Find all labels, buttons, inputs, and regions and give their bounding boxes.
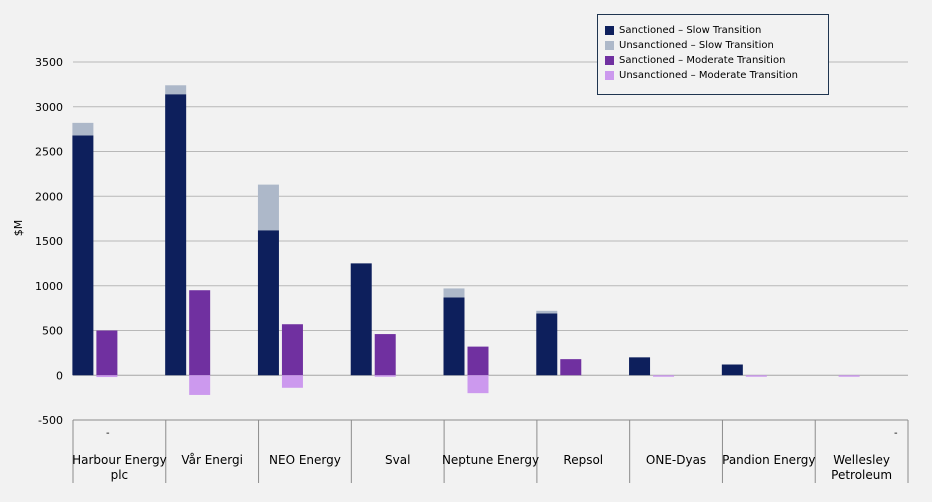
bar [165, 85, 187, 95]
legend-label: Unsanctioned – Slow Transition [619, 40, 774, 51]
x-category-label-line: Pandion Energy [722, 453, 815, 467]
x-category-label-line: Harbour Energy [72, 453, 167, 467]
y-tick-label: 500 [42, 325, 63, 338]
legend-item: Unsanctioned – Moderate Transition [605, 68, 828, 83]
y-tick-label: 0 [56, 369, 63, 382]
y-tick-label: 3000 [35, 101, 63, 114]
x-category-label: ONE-Dyas [646, 453, 706, 467]
y-tick-label: -500 [38, 414, 63, 427]
bar [165, 94, 187, 376]
legend-item: Sanctioned – Slow Transition [605, 23, 828, 38]
stray-dash-mark: - [894, 428, 898, 439]
x-category-label-line: Repsol [563, 453, 603, 467]
bar [281, 375, 303, 388]
bar [629, 357, 651, 376]
legend-label: Sanctioned – Moderate Transition [619, 55, 786, 66]
bar [536, 313, 558, 376]
legend-label: Unsanctioned – Moderate Transition [619, 70, 798, 81]
y-tick-label: 1000 [35, 280, 63, 293]
y-tick-label: 3500 [35, 56, 63, 69]
bar [443, 297, 465, 376]
bar [72, 135, 94, 376]
bar [257, 230, 279, 376]
y-axis-tick-labels: 3500 3000 2500 2000 1500 1000 500 0 -500 [35, 56, 63, 427]
x-category-label: Sval [385, 453, 410, 467]
bars [72, 85, 860, 395]
legend-swatch [605, 26, 614, 35]
x-category-label: Wellesley Petroleum [831, 453, 892, 482]
gridlines [73, 61, 908, 376]
x-category-label: NEO Energy [269, 453, 341, 467]
bar [96, 375, 118, 378]
bar [745, 375, 767, 377]
x-axis: Harbour Energy plc Vår Energi NEO Energy Sva… [72, 419, 909, 483]
legend-label: Sanctioned – Slow Transition [619, 25, 762, 36]
y-tick-label: 2500 [35, 146, 63, 159]
y-tick-label: 2000 [35, 190, 63, 203]
x-category-label-line: Wellesley [833, 453, 890, 467]
x-category-label-line: plc [111, 468, 129, 482]
stray-dash-mark: - [106, 428, 110, 439]
x-category-label: Neptune Energy [442, 453, 539, 467]
bar [281, 324, 303, 376]
bar [96, 330, 118, 376]
y-axis-label: $M [12, 220, 25, 237]
bar [257, 184, 279, 231]
bar [838, 375, 860, 377]
x-category-label-line: Petroleum [831, 468, 892, 482]
bar [189, 290, 211, 376]
legend-swatch [605, 41, 614, 50]
x-category-label: Vår Energi [181, 453, 243, 467]
x-category-label-line: Sval [385, 453, 410, 467]
bar [189, 375, 211, 395]
bar [374, 334, 396, 376]
bar [721, 364, 743, 376]
x-category-label-line: NEO Energy [269, 453, 341, 467]
legend-item: Unsanctioned – Slow Transition [605, 38, 828, 53]
legend: Sanctioned – Slow Transition Unsanctione… [597, 14, 829, 95]
bar [653, 375, 675, 377]
x-category-label-line: Vår Energi [181, 453, 243, 467]
x-category-label-line: Neptune Energy [442, 453, 539, 467]
bar [72, 122, 94, 136]
x-category-label: Pandion Energy [722, 453, 815, 467]
bar [536, 310, 558, 314]
bar [443, 288, 465, 298]
bar [467, 346, 489, 376]
legend-item: Sanctioned – Moderate Transition [605, 53, 828, 68]
legend-swatch [605, 56, 614, 65]
bar [560, 359, 582, 376]
bar [467, 375, 489, 394]
x-category-label: Harbour Energy plc [72, 453, 167, 482]
bar [374, 375, 396, 377]
legend-swatch [605, 71, 614, 80]
bar [350, 263, 372, 376]
x-category-label: Repsol [563, 453, 603, 467]
x-category-label-line: ONE-Dyas [646, 453, 706, 467]
y-tick-label: 1500 [35, 235, 63, 248]
